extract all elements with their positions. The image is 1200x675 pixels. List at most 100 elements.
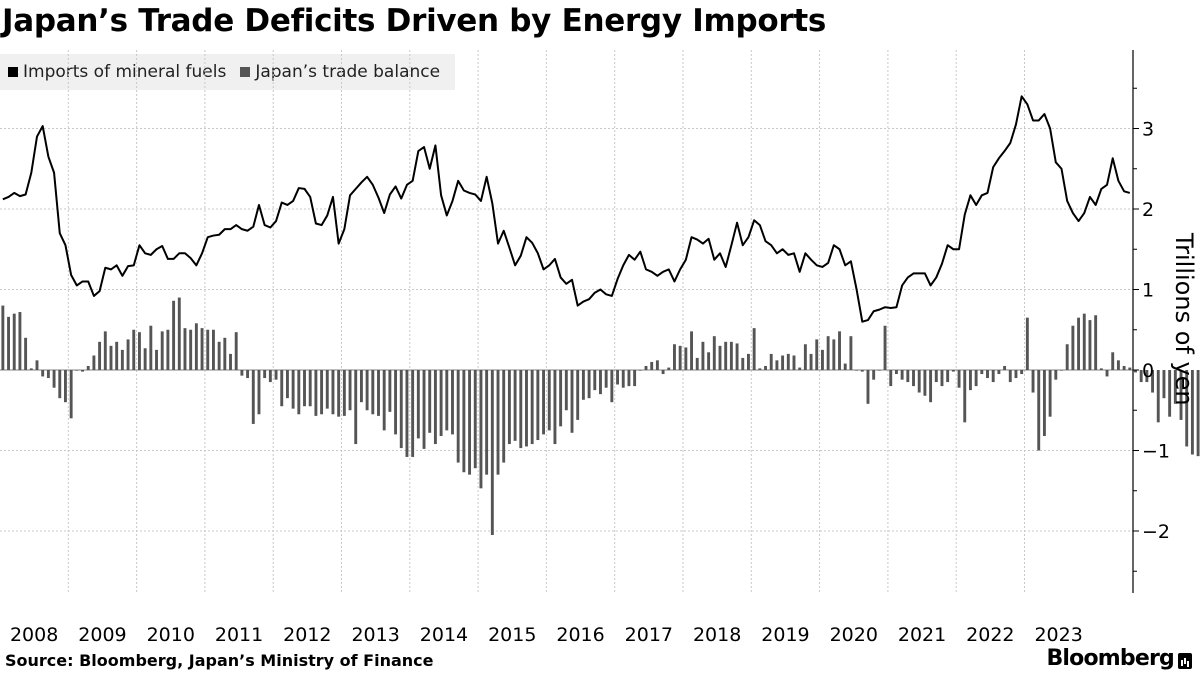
trade-balance-bar [320, 370, 324, 415]
trade-balance-bar [166, 329, 170, 370]
trade-balance-bar [194, 323, 198, 370]
trade-balance-bar [172, 300, 176, 370]
trade-balance-bar [758, 368, 762, 370]
trade-balance-bar [872, 370, 876, 380]
trade-balance-bar [126, 339, 130, 370]
trade-balance-bar [388, 370, 392, 412]
trade-balance-bar [468, 370, 472, 475]
trade-balance-bar [1105, 370, 1109, 377]
trade-balance-bar [929, 370, 933, 403]
trade-balance-bar [775, 360, 779, 370]
trade-balance-bar [354, 370, 358, 445]
trade-balance-bar [821, 349, 824, 371]
trade-balance-bar [496, 370, 500, 475]
trade-balance-bar [906, 370, 910, 383]
trade-balance-bar [1156, 370, 1160, 423]
trade-balance-bar [747, 353, 750, 370]
trade-balance-bar [115, 341, 119, 370]
trade-balance-bar [877, 370, 881, 371]
legend-item-mineral-fuels: Imports of mineral fuels [8, 62, 226, 82]
trade-balance-bar [798, 367, 802, 370]
trade-balance-bar [217, 341, 221, 370]
trade-balance-bar [143, 348, 147, 370]
trade-balance-bar [997, 370, 1001, 375]
trade-balance-bar [1, 305, 5, 370]
trade-balance-bar [507, 370, 511, 445]
trade-balance-bar [553, 370, 557, 445]
trade-balance-bar [377, 370, 380, 416]
trade-balance-bar [149, 325, 153, 371]
trade-balance-bar [1094, 315, 1098, 370]
trade-balance-bar [268, 370, 272, 383]
trade-balance-bar [707, 352, 711, 370]
trade-balance-bar [963, 370, 967, 423]
y-axis-title: Trillions of yen [1170, 232, 1198, 406]
trade-balance-bar [451, 370, 454, 435]
trade-balance-bar [946, 370, 950, 383]
trade-balance-bar [1162, 370, 1166, 399]
trade-balance-bar [815, 339, 819, 370]
trade-balance-bar [581, 370, 585, 400]
trade-balance-bar [502, 370, 506, 463]
trade-balance-bar [263, 370, 267, 379]
trade-balance-bar [1116, 360, 1120, 370]
legend-swatch-trade-balance [240, 67, 251, 77]
trade-balance-bar [18, 312, 22, 370]
trade-balance-bar [75, 370, 79, 371]
trade-balance-bar [1065, 344, 1069, 370]
trade-balance-bar [41, 370, 45, 377]
trade-balance-bar [729, 341, 733, 370]
trade-balance-bar [1196, 370, 1200, 457]
trade-balance-bar [331, 370, 335, 415]
trade-balance-bar [826, 336, 830, 370]
trade-balance-bar [132, 329, 136, 370]
legend-item-trade-balance: Japan’s trade balance [240, 62, 440, 82]
trade-balance-bar [678, 345, 682, 370]
trade-balance-bar [155, 349, 158, 371]
trade-balance-bar [285, 370, 289, 399]
trade-balance-bar [462, 370, 466, 473]
grid-layer [0, 50, 1133, 593]
trade-balance-bar [803, 344, 807, 370]
trade-balance-bar [1031, 370, 1035, 393]
trade-balance-bar [394, 370, 398, 435]
x-tick-label: 2011 [215, 624, 263, 646]
trade-balance-bar [530, 370, 534, 445]
trade-balance-bar [781, 355, 785, 370]
trade-balance-bar [1082, 313, 1086, 370]
trade-balance-bar [138, 332, 141, 371]
trade-balance-bar [621, 370, 625, 388]
trade-balance-bar [900, 370, 904, 380]
y-tick-label: 1 [1142, 280, 1154, 302]
trade-balance-bar [547, 370, 551, 431]
trade-balance-bar [303, 370, 306, 407]
trade-balance-bar [35, 360, 39, 370]
trade-balance-bar [371, 370, 375, 415]
x-tick-label: 2022 [966, 624, 1014, 646]
trade-balance-bar [1128, 367, 1132, 370]
trade-balance-bar [308, 370, 312, 407]
trade-balance-bar [951, 370, 955, 372]
bloomberg-logo: Bloomberg [1046, 646, 1192, 671]
x-tick-label: 2010 [147, 624, 195, 646]
trade-balance-bar [234, 332, 238, 371]
trade-balance-bar [525, 370, 528, 447]
trade-balance-bar [211, 329, 215, 370]
x-tick-label: 2015 [488, 624, 536, 646]
trade-balance-bar [661, 370, 665, 375]
trade-balance-bar [103, 331, 107, 370]
trade-balance-bar [593, 370, 597, 391]
trade-balance-bar [912, 370, 915, 387]
trade-balance-bar [399, 370, 403, 449]
trade-balance-bar [64, 370, 67, 403]
x-tick-label: 2018 [693, 624, 741, 646]
trade-balance-bar [587, 370, 591, 399]
trade-balance-bar [342, 370, 346, 416]
trade-balance-bar [92, 355, 96, 370]
trade-balance-bar [485, 370, 489, 475]
trade-balance-bar [741, 357, 745, 370]
trade-balance-bar [519, 370, 523, 449]
trade-balance-bar [359, 370, 363, 403]
trade-balance-bar [980, 370, 984, 375]
trade-balance-bar [570, 370, 574, 433]
